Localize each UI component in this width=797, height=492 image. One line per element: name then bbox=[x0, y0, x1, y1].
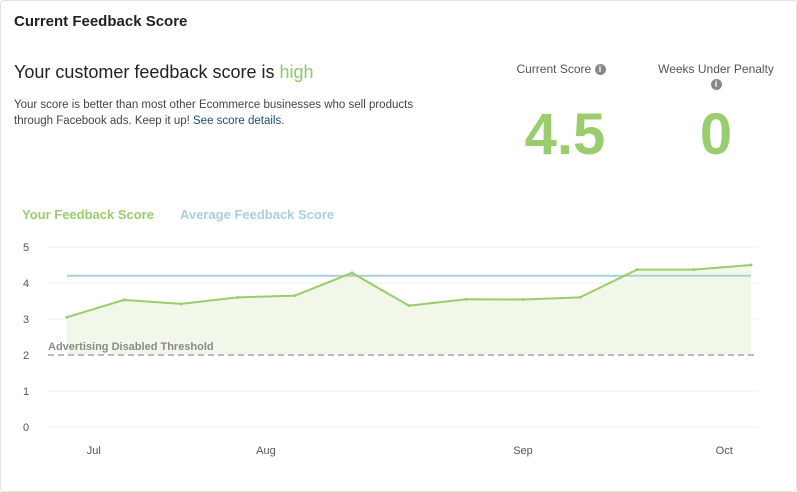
weeks-under-penalty-value: 0 bbox=[699, 102, 733, 167]
x-tick-label: Oct bbox=[716, 445, 733, 457]
score-point bbox=[122, 298, 126, 302]
score-level: high bbox=[279, 62, 314, 82]
score-point bbox=[293, 294, 297, 298]
y-tick-label: 0 bbox=[23, 422, 29, 434]
y-tick-label: 1 bbox=[23, 386, 29, 398]
weeks-under-penalty-label: Weeks Under Penalty i bbox=[646, 62, 786, 91]
score-point bbox=[692, 268, 696, 272]
score-point bbox=[578, 295, 582, 299]
score-point bbox=[407, 304, 411, 308]
y-tick-label: 5 bbox=[23, 242, 29, 254]
x-tick-label: Sep bbox=[513, 445, 533, 457]
score-point bbox=[464, 297, 468, 301]
current-score-label-text: Current Score bbox=[516, 62, 592, 76]
legend-average-score[interactable]: Average Feedback Score bbox=[180, 207, 335, 222]
score-point bbox=[65, 315, 69, 319]
info-icon[interactable]: i bbox=[710, 79, 722, 91]
x-tick-label: Aug bbox=[256, 445, 276, 457]
score-headline: Your customer feedback score is high bbox=[14, 62, 314, 83]
y-tick-label: 3 bbox=[23, 314, 29, 326]
description-text: Your score is better than most other Eco… bbox=[14, 99, 414, 127]
score-area bbox=[67, 265, 751, 355]
score-point bbox=[521, 298, 525, 302]
score-point bbox=[236, 295, 240, 299]
score-point bbox=[179, 302, 183, 306]
info-icon[interactable]: i bbox=[594, 64, 606, 76]
score-point bbox=[749, 263, 753, 267]
card-title: Current Feedback Score bbox=[14, 13, 188, 30]
current-score-value: 4.5 bbox=[524, 102, 606, 167]
score-description: Your score is better than most other Eco… bbox=[14, 97, 454, 129]
score-point bbox=[350, 271, 354, 275]
score-point bbox=[635, 268, 639, 272]
weeks-label-text: Weeks Under Penalty bbox=[658, 62, 774, 76]
y-tick-label: 2 bbox=[23, 350, 29, 362]
legend-your-score[interactable]: Your Feedback Score bbox=[22, 207, 154, 222]
x-tick-label: Jul bbox=[87, 445, 101, 457]
score-details-link[interactable]: See score details. bbox=[193, 115, 285, 127]
threshold-label: Advertising Disabled Threshold bbox=[48, 341, 214, 353]
headline-text: Your customer feedback score is bbox=[14, 62, 280, 82]
current-score-label: Current Score i bbox=[506, 62, 616, 76]
y-tick-label: 4 bbox=[23, 278, 29, 290]
